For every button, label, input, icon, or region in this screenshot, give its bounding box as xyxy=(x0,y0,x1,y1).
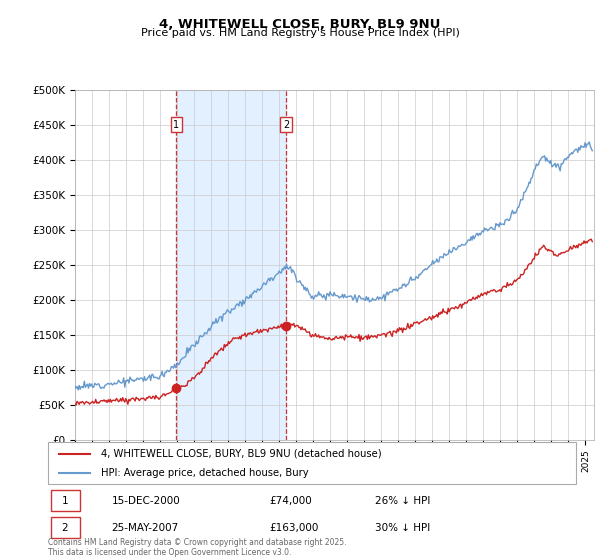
Text: 4, WHITEWELL CLOSE, BURY, BL9 9NU (detached house): 4, WHITEWELL CLOSE, BURY, BL9 9NU (detac… xyxy=(101,449,382,459)
Text: Contains HM Land Registry data © Crown copyright and database right 2025.
This d: Contains HM Land Registry data © Crown c… xyxy=(48,538,347,557)
Text: £74,000: £74,000 xyxy=(270,496,313,506)
Text: 2: 2 xyxy=(62,522,68,533)
FancyBboxPatch shape xyxy=(48,442,576,484)
Text: 15-DEC-2000: 15-DEC-2000 xyxy=(112,496,180,506)
Text: 26% ↓ HPI: 26% ↓ HPI xyxy=(376,496,431,506)
Text: 4, WHITEWELL CLOSE, BURY, BL9 9NU: 4, WHITEWELL CLOSE, BURY, BL9 9NU xyxy=(160,18,440,31)
Bar xyxy=(176,90,286,440)
FancyBboxPatch shape xyxy=(50,490,80,511)
FancyBboxPatch shape xyxy=(50,517,80,538)
Text: Price paid vs. HM Land Registry's House Price Index (HPI): Price paid vs. HM Land Registry's House … xyxy=(140,28,460,38)
Text: 2: 2 xyxy=(283,120,289,129)
Text: £163,000: £163,000 xyxy=(270,522,319,533)
Text: HPI: Average price, detached house, Bury: HPI: Average price, detached house, Bury xyxy=(101,468,308,478)
Text: 1: 1 xyxy=(62,496,68,506)
Text: 25-MAY-2007: 25-MAY-2007 xyxy=(112,522,179,533)
Text: 30% ↓ HPI: 30% ↓ HPI xyxy=(376,522,431,533)
Text: 1: 1 xyxy=(173,120,179,129)
